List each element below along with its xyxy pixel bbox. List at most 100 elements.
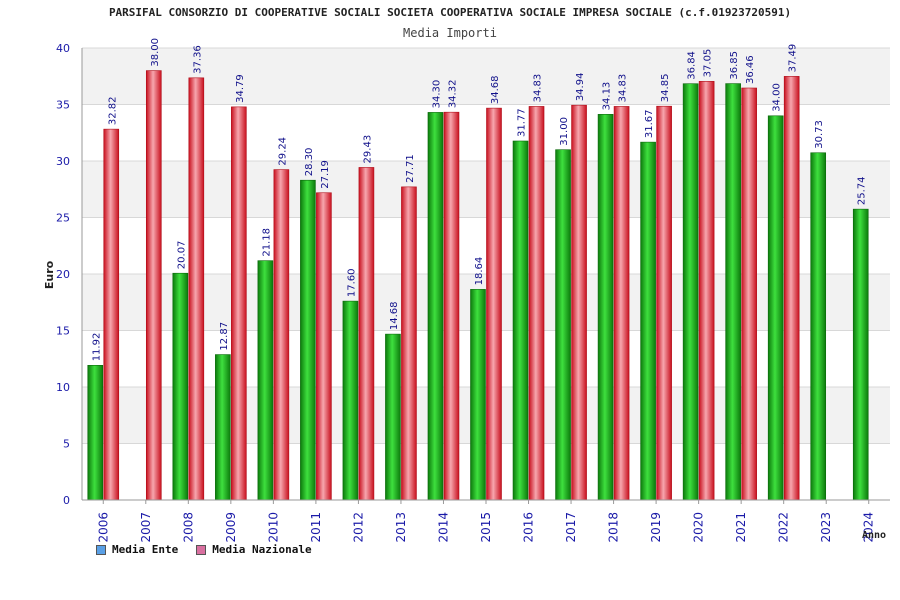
data-label: 31.67 bbox=[644, 109, 655, 138]
bar-media-nazionale bbox=[571, 104, 587, 501]
bar-media-ente bbox=[852, 208, 869, 501]
legend-item-media-ente: Media Ente bbox=[96, 543, 178, 556]
x-tick-label: 2011 bbox=[309, 512, 323, 543]
x-tick-label: 2020 bbox=[692, 512, 706, 543]
data-label: 34.83 bbox=[533, 74, 544, 103]
bar-media-ente bbox=[640, 141, 656, 501]
x-tick-label: 2008 bbox=[181, 512, 195, 543]
legend-swatch-media-ente bbox=[96, 544, 106, 555]
data-label: 18.64 bbox=[474, 257, 485, 286]
data-label: 14.68 bbox=[389, 301, 400, 330]
y-tick-label: 20 bbox=[56, 268, 70, 281]
bar-media-ente bbox=[87, 365, 104, 501]
data-label: 37.36 bbox=[192, 45, 203, 74]
data-label: 31.00 bbox=[559, 117, 570, 146]
data-label: 34.30 bbox=[431, 80, 442, 109]
bar-media-nazionale bbox=[698, 81, 715, 501]
bar-media-ente bbox=[470, 289, 486, 501]
bar-media-ente bbox=[725, 83, 741, 501]
x-tick-label: 2021 bbox=[734, 512, 748, 543]
data-label: 29.24 bbox=[277, 137, 288, 166]
bar-media-nazionale bbox=[656, 105, 672, 501]
y-tick-label: 40 bbox=[56, 42, 70, 55]
legend-item-media-nazionale: Media Nazionale bbox=[196, 543, 312, 556]
y-tick-label: 30 bbox=[56, 155, 70, 168]
x-tick-label: 2017 bbox=[564, 512, 578, 543]
bars bbox=[87, 70, 869, 501]
x-tick-label: 2013 bbox=[394, 512, 408, 543]
x-axis-label: Anno bbox=[862, 530, 886, 541]
data-label: 29.43 bbox=[362, 135, 373, 164]
bar-media-nazionale bbox=[316, 192, 332, 501]
legend-swatch-media-nazionale bbox=[196, 544, 207, 555]
bar-media-nazionale bbox=[528, 106, 545, 501]
x-tick-label: 2010 bbox=[266, 512, 280, 543]
data-label: 11.92 bbox=[91, 333, 102, 362]
x-tick-label: 2009 bbox=[224, 512, 238, 543]
bar-media-nazionale bbox=[103, 128, 120, 501]
bar-media-nazionale bbox=[741, 87, 757, 501]
data-label: 31.77 bbox=[517, 108, 528, 137]
chart-title: PARSIFAL CONSORZIO DI COOPERATIVE SOCIAL… bbox=[108, 6, 792, 19]
x-tick-label: 2012 bbox=[351, 512, 365, 543]
bar-media-ente bbox=[342, 300, 359, 501]
bar-media-ente bbox=[555, 149, 571, 501]
bar-media-nazionale bbox=[231, 106, 247, 501]
x-tick-label: 2019 bbox=[649, 512, 663, 543]
data-label: 28.30 bbox=[304, 148, 315, 177]
data-label: 25.74 bbox=[857, 176, 868, 205]
y-tick-label: 10 bbox=[56, 381, 70, 394]
data-label: 36.46 bbox=[745, 55, 756, 84]
bar-media-nazionale bbox=[783, 76, 800, 501]
y-tick-label: 15 bbox=[56, 325, 70, 338]
x-tick-label: 2022 bbox=[777, 512, 791, 543]
bar-media-nazionale bbox=[273, 169, 290, 501]
x-tick-label: 2015 bbox=[479, 512, 493, 543]
legend-label-media-nazionale: Media Nazionale bbox=[212, 543, 312, 556]
x-tick-label: 2023 bbox=[819, 512, 833, 543]
value-labels: 11.92 32.82 38.00 20.07 37.36 12.87 34.79 21.18… bbox=[91, 38, 867, 361]
y-tick-label: 5 bbox=[63, 438, 70, 451]
bar-media-ente bbox=[385, 333, 401, 501]
y-tick-label: 35 bbox=[56, 99, 70, 112]
axes: 0 5 10 15 20 25 30 35 40 2006 2007 2008 2009 2010 2011… bbox=[56, 42, 890, 543]
data-label: 38.00 bbox=[150, 38, 161, 67]
data-label: 21.18 bbox=[261, 228, 272, 257]
data-label: 30.73 bbox=[814, 120, 825, 149]
bar-media-ente bbox=[682, 83, 699, 501]
bar-media-ente bbox=[810, 152, 827, 501]
x-tick-label: 2006 bbox=[96, 512, 110, 543]
y-tick-label: 0 bbox=[63, 494, 70, 507]
bar-media-nazionale bbox=[401, 186, 417, 501]
data-label: 34.94 bbox=[575, 73, 586, 102]
data-label: 37.05 bbox=[703, 49, 714, 78]
bar-media-ente bbox=[300, 179, 316, 501]
data-label: 37.49 bbox=[788, 44, 799, 73]
data-label: 17.60 bbox=[346, 268, 357, 297]
bar-media-nazionale bbox=[443, 111, 460, 501]
data-label: 34.85 bbox=[660, 74, 671, 103]
bar-media-ente bbox=[767, 115, 784, 501]
data-label: 32.82 bbox=[107, 96, 118, 125]
data-label: 34.83 bbox=[618, 74, 629, 103]
bar-media-ente bbox=[427, 112, 444, 501]
x-tick-label: 2007 bbox=[139, 512, 153, 543]
bar-media-nazionale bbox=[486, 107, 502, 501]
data-label: 34.68 bbox=[490, 75, 501, 104]
bar-media-ente bbox=[172, 272, 189, 501]
legend: Media Ente Media Nazionale bbox=[96, 543, 312, 556]
data-label: 34.13 bbox=[602, 82, 613, 111]
bar-media-nazionale bbox=[188, 77, 205, 501]
x-tick-label: 2024 bbox=[862, 512, 876, 543]
bar-media-ente bbox=[215, 354, 231, 501]
data-label: 34.32 bbox=[447, 80, 458, 109]
data-label: 12.87 bbox=[219, 322, 230, 351]
x-tick-label: 2018 bbox=[607, 512, 621, 543]
data-label: 20.07 bbox=[176, 241, 187, 270]
y-axis-label: Euro bbox=[43, 260, 56, 289]
bar-media-nazionale bbox=[358, 167, 375, 501]
chart-subtitle: Media Importi bbox=[403, 26, 497, 40]
data-label: 34.00 bbox=[772, 83, 783, 112]
y-tick-label: 25 bbox=[56, 212, 70, 225]
